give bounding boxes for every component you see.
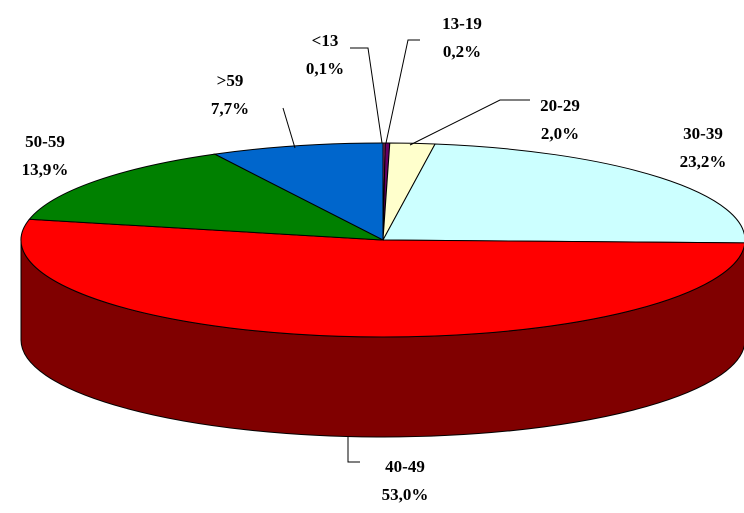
- category-label: <13: [312, 31, 339, 50]
- leader-line: [409, 99, 530, 146]
- value-label: 7,7%: [211, 99, 249, 118]
- category-label: 13-19: [442, 14, 482, 33]
- pie-slice: [20, 218, 744, 338]
- category-label: 20-29: [540, 96, 580, 115]
- leader-line: [347, 437, 360, 463]
- pie-slice: [28, 153, 384, 241]
- leader-line: [385, 39, 420, 144]
- leader-line: [350, 47, 383, 144]
- value-label: 0,2%: [443, 42, 481, 61]
- category-label: 40-49: [385, 457, 425, 476]
- pie-slice: [382, 143, 744, 244]
- value-label: 23,2%: [680, 152, 727, 171]
- value-label: 53,0%: [382, 485, 429, 504]
- leader-line: [282, 107, 296, 149]
- value-label: 2,0%: [541, 124, 579, 143]
- category-label: 30-39: [683, 124, 723, 143]
- value-label: 13,9%: [22, 160, 69, 179]
- category-label: >59: [217, 71, 244, 90]
- category-label: 50-59: [25, 132, 65, 151]
- pie-slice: [213, 142, 384, 241]
- value-label: 0,1%: [306, 59, 344, 78]
